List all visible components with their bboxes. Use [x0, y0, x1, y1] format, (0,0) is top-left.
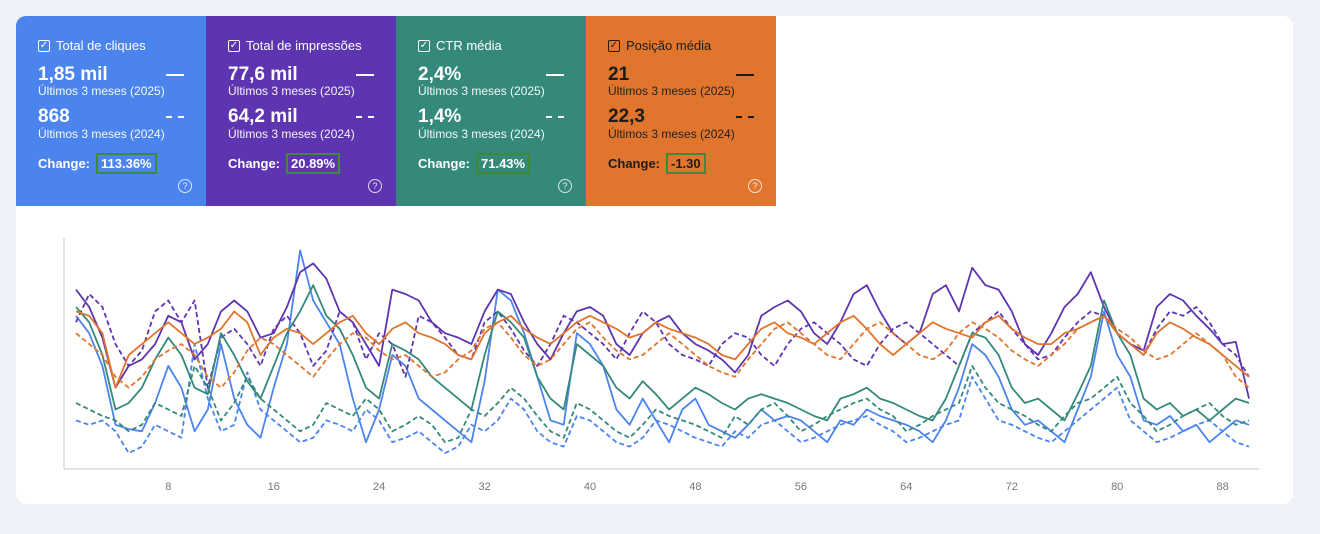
value-current: 2,4%: [418, 64, 462, 85]
series-line-0: [75, 249, 1250, 444]
performance-panel: ✓ Total de cliques 1,85 mil Últimos 3 me…: [16, 16, 1293, 504]
checkbox-checked-icon[interactable]: ✓: [418, 39, 430, 52]
series-line-6: [75, 310, 1250, 389]
value-current: 77,6 mil: [228, 64, 298, 85]
value-previous: 64,2 mil: [228, 106, 298, 127]
change-row: Change: 113.36%: [38, 153, 157, 174]
x-tick-label: 72: [1006, 481, 1018, 493]
x-tick-label: 48: [689, 481, 701, 493]
change-label: Change:: [608, 156, 660, 171]
change-label: Change:: [228, 156, 280, 171]
series-layer: [75, 249, 1250, 455]
label-current: Últimos 3 meses (2025): [608, 84, 735, 98]
series-line-5: [75, 364, 1250, 444]
legend-solid-line: [546, 74, 564, 76]
series-line-4: [75, 284, 1250, 422]
card-title[interactable]: ✓ Posição média: [608, 38, 711, 53]
value-previous: 22,3: [608, 106, 645, 127]
label-previous: Últimos 3 meses (2024): [228, 127, 355, 141]
x-tick-label: 64: [900, 481, 912, 493]
x-tick-label: 8: [165, 481, 171, 493]
value-current: 21: [608, 64, 630, 85]
series-line-1: [75, 343, 1250, 455]
label-previous: Últimos 3 meses (2024): [38, 127, 165, 141]
change-row: Change: 71.43%: [418, 153, 531, 174]
change-value: -1.30: [666, 153, 706, 174]
card-title-label: Posição média: [626, 38, 712, 53]
x-tick-label: 32: [478, 481, 490, 493]
help-circle-icon[interactable]: ?: [558, 179, 572, 193]
series-line-3: [75, 293, 1250, 389]
legend-dashed-line: [166, 116, 184, 118]
change-row: Change: 20.89%: [228, 153, 341, 174]
value-previous: 868: [38, 106, 70, 127]
checkbox-checked-icon[interactable]: ✓: [228, 39, 240, 52]
label-previous: Últimos 3 meses (2024): [608, 127, 735, 141]
card-title-label: CTR média: [436, 38, 502, 53]
value-current: 1,85 mil: [38, 64, 108, 85]
label-current: Últimos 3 meses (2025): [38, 84, 165, 98]
metric-card-ctr[interactable]: ✓ CTR média 2,4% Últimos 3 meses (2025) …: [396, 16, 586, 206]
legend-dashed-line: [546, 116, 564, 118]
change-label: Change:: [418, 156, 470, 171]
change-row: Change: -1.30: [608, 153, 706, 174]
x-tick-labels: 8 16 24 32 40 48 56 64 72 80 88: [165, 481, 1228, 493]
legend-solid-line: [736, 74, 754, 76]
card-title[interactable]: ✓ CTR média: [418, 38, 502, 53]
legend-dashed-line: [736, 116, 754, 118]
help-circle-icon[interactable]: ?: [368, 179, 382, 193]
card-title[interactable]: ✓ Total de impressões: [228, 38, 362, 53]
card-title-label: Total de cliques: [56, 38, 146, 53]
card-title-label: Total de impressões: [246, 38, 362, 53]
label-current: Últimos 3 meses (2025): [418, 84, 545, 98]
x-tick-label: 24: [373, 481, 385, 493]
change-value: 113.36%: [96, 153, 157, 174]
x-tick-label: 56: [795, 481, 807, 493]
change-value: 71.43%: [476, 153, 531, 174]
change-value: 20.89%: [286, 153, 341, 174]
series-line-2: [75, 262, 1250, 399]
metric-card-clicks[interactable]: ✓ Total de cliques 1,85 mil Últimos 3 me…: [16, 16, 206, 206]
legend-dashed-line: [356, 116, 374, 118]
legend-solid-line: [166, 74, 184, 76]
x-tick-label: 80: [1111, 481, 1123, 493]
metric-card-impressions[interactable]: ✓ Total de impressões 77,6 mil Últimos 3…: [206, 16, 396, 206]
x-tick-label: 40: [584, 481, 596, 493]
label-current: Últimos 3 meses (2025): [228, 84, 355, 98]
label-previous: Últimos 3 meses (2024): [418, 127, 545, 141]
help-circle-icon[interactable]: ?: [178, 179, 192, 193]
line-chart: 8 16 24 32 40 48 56 64 72 80 88: [63, 238, 1259, 493]
checkbox-checked-icon[interactable]: ✓: [608, 39, 620, 52]
checkbox-checked-icon[interactable]: ✓: [38, 39, 50, 52]
legend-solid-line: [356, 74, 374, 76]
metric-card-position[interactable]: ✓ Posição média 21 Últimos 3 meses (2025…: [586, 16, 776, 206]
x-tick-label: 88: [1216, 481, 1228, 493]
series-line-7: [75, 314, 1250, 389]
card-title[interactable]: ✓ Total de cliques: [38, 38, 146, 53]
change-label: Change:: [38, 156, 90, 171]
value-previous: 1,4%: [418, 106, 462, 127]
metric-cards: ✓ Total de cliques 1,85 mil Últimos 3 me…: [16, 16, 776, 206]
x-tick-label: 16: [268, 481, 280, 493]
help-circle-icon[interactable]: ?: [748, 179, 762, 193]
